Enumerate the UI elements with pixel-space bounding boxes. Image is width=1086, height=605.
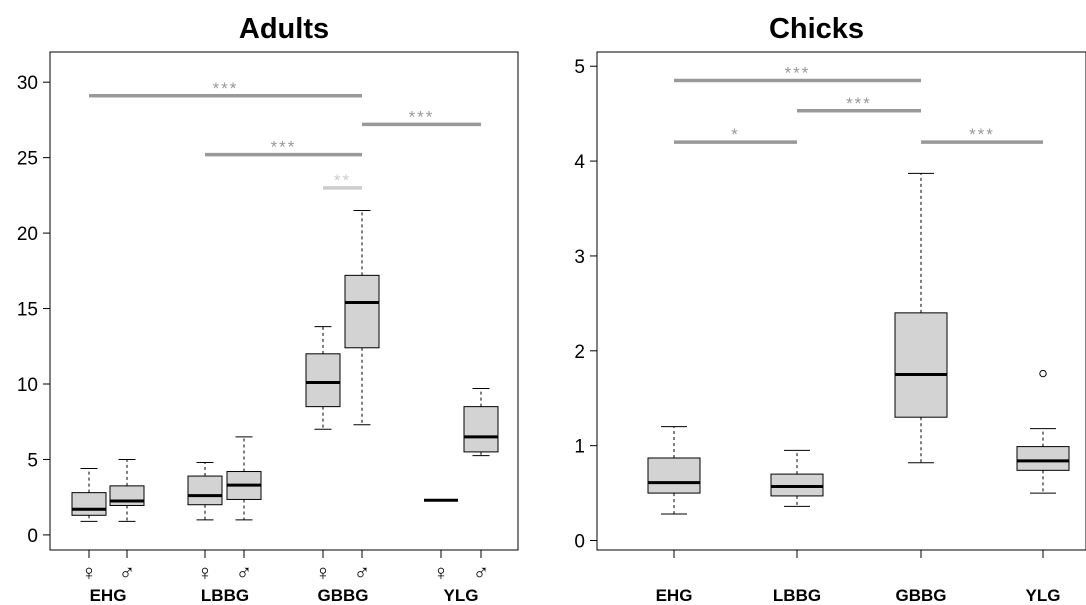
adults-title: Adults	[239, 13, 329, 45]
box-body	[187, 475, 223, 506]
y-tick-label: 3	[574, 247, 585, 268]
female-symbol: ♀	[81, 560, 98, 585]
group-label: LBBG	[773, 586, 821, 605]
plot-frame	[596, 51, 1086, 551]
female-symbol: ♀	[315, 560, 332, 585]
group-label: YLG	[444, 586, 479, 605]
y-tick-label: 4	[574, 152, 585, 173]
significance-bracket: ***	[362, 107, 481, 126]
box-gbbg-female	[305, 326, 341, 430]
box-body	[1016, 446, 1070, 471]
significance-bracket: ***	[674, 63, 921, 82]
y-tick-label: 25	[17, 149, 38, 170]
y-tick-label: 1	[574, 437, 585, 458]
significance-label: ***	[785, 63, 811, 82]
significance-bracket: ***	[797, 94, 921, 113]
male-symbol: ♂	[236, 560, 253, 585]
significance-label: **	[334, 171, 351, 190]
y-tick-label: 2	[574, 342, 585, 363]
box-body	[109, 485, 145, 506]
female-symbol: ♀	[433, 560, 450, 585]
significance-label: ***	[969, 125, 995, 144]
significance-bracket: ***	[89, 79, 362, 98]
y-tick-label: 30	[17, 73, 38, 94]
male-symbol: ♂	[119, 560, 136, 585]
y-tick-label: 15	[17, 300, 38, 321]
chicks-title: Chicks	[769, 13, 864, 45]
box-ylg	[1016, 369, 1070, 494]
group-label: YLG	[1026, 586, 1061, 605]
y-tick-label: 5	[27, 450, 38, 471]
y-tick-label: 10	[17, 375, 38, 396]
group-label: LBBG	[201, 586, 249, 605]
box-ehg	[647, 426, 701, 515]
box-ylg-male	[463, 388, 499, 457]
group-label: EHG	[656, 586, 693, 605]
significance-bracket: **	[323, 171, 362, 190]
box-lbbg-female	[187, 461, 223, 521]
significance-bracket: ***	[921, 125, 1043, 144]
significance-bracket: ***	[205, 138, 362, 157]
box-body	[71, 492, 107, 516]
box-body	[647, 457, 701, 494]
box-gbbg-male	[344, 209, 380, 426]
y-tick-label: 0	[574, 532, 585, 553]
significance-label: ***	[213, 79, 239, 98]
box-gbbg	[894, 172, 948, 464]
group-label: EHG	[90, 586, 127, 605]
box-ehg-male	[109, 458, 145, 522]
box-body	[344, 274, 380, 349]
significance-label: ***	[846, 94, 872, 113]
box-ehg-female	[71, 468, 107, 522]
outlier-point	[1039, 369, 1047, 378]
significance-label: *	[731, 125, 740, 144]
box-lbbg-male	[226, 436, 262, 521]
female-symbol: ♀	[197, 560, 214, 585]
y-tick-label: 0	[27, 526, 38, 547]
significance-bracket: *	[674, 125, 797, 144]
box-body	[463, 406, 499, 453]
y-tick-label: 5	[574, 57, 585, 78]
plot-frame	[49, 51, 519, 551]
significance-label: ***	[271, 138, 297, 157]
male-symbol: ♂	[473, 560, 490, 585]
significance-label: ***	[409, 107, 435, 126]
box-body	[305, 353, 341, 408]
male-symbol: ♂	[354, 560, 371, 585]
group-label: GBBG	[896, 586, 947, 605]
y-tick-label: 20	[17, 224, 38, 245]
group-label: GBBG	[318, 586, 369, 605]
box-body	[894, 312, 948, 418]
box-lbbg	[770, 449, 824, 507]
